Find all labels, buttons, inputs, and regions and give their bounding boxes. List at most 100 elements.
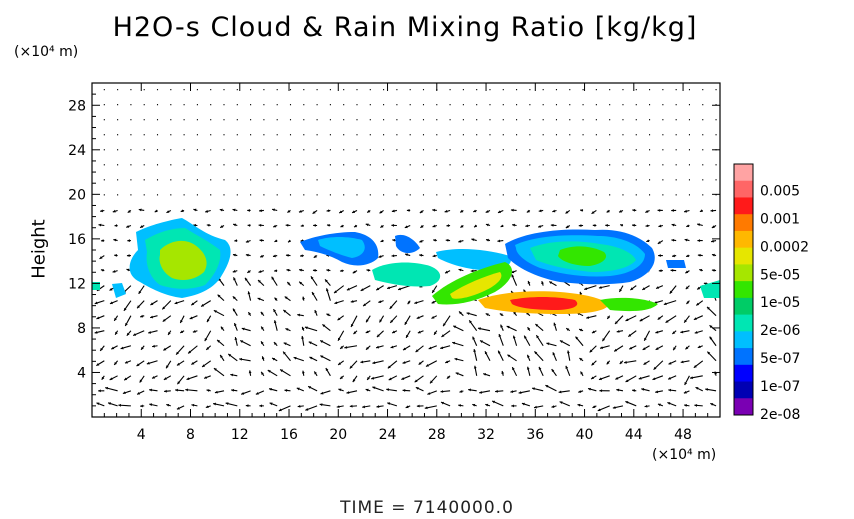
wind-vector-head xyxy=(559,340,563,344)
wind-vector-head xyxy=(258,279,261,283)
wind-vector-head xyxy=(272,357,276,361)
wind-vector-head xyxy=(693,317,697,320)
wind-vector-head xyxy=(360,288,364,291)
wind-vector-head xyxy=(94,330,98,334)
colorbar-labels: 0.005 0.001 0.0002 5e-05 1e-05 2e-06 5e-07 1e-0… xyxy=(760,184,809,423)
wind-vector-head xyxy=(213,368,217,371)
wind-vector-head xyxy=(201,303,205,307)
wind-vector-head xyxy=(639,318,643,322)
wind-vector-head xyxy=(607,315,611,319)
wind-vector-head xyxy=(511,404,514,408)
wind-vector-head xyxy=(261,341,264,345)
wind-vector-head xyxy=(443,323,446,327)
wind-vector-head xyxy=(125,322,128,326)
wind-vector-head xyxy=(300,224,304,228)
wind-vector-head xyxy=(605,223,608,227)
wind-vector-head xyxy=(269,387,272,391)
wind-vector-head xyxy=(120,346,124,350)
wind-vector-head xyxy=(524,335,527,339)
wind-vector-head xyxy=(326,268,330,272)
wind-vector-head xyxy=(94,301,98,305)
wind-vector-head xyxy=(471,238,475,242)
wind-vector-head xyxy=(625,401,629,404)
wind-vector-head xyxy=(709,325,713,329)
wind-vector-head xyxy=(379,319,383,323)
wind-vector-head xyxy=(177,381,181,385)
wind-vector-head xyxy=(404,321,408,325)
wind-vector-head xyxy=(472,336,476,340)
wind-vector-head xyxy=(353,331,357,335)
wind-vector-head xyxy=(312,210,316,214)
wind-vector-head xyxy=(140,404,143,408)
wind-vector-head xyxy=(680,330,684,334)
wind-vector-head xyxy=(326,223,330,227)
wind-vector-head xyxy=(168,332,171,336)
wind-vector-head xyxy=(444,209,448,213)
wind-vector-head xyxy=(287,281,291,285)
colorbar-swatch xyxy=(734,281,753,299)
wind-vector-head xyxy=(485,223,489,227)
wind-vector-head xyxy=(432,289,435,293)
wind-vector-head xyxy=(473,209,477,213)
wind-vector-head xyxy=(663,302,667,306)
wind-vector-head xyxy=(230,373,234,377)
wind-vector-head xyxy=(338,362,342,365)
wind-vector-head xyxy=(139,379,143,383)
wind-vector-head xyxy=(419,253,423,257)
wind-vector-head xyxy=(114,224,118,227)
wind-vector-head xyxy=(326,209,330,213)
wind-vector-head xyxy=(518,391,522,394)
wind-vector-head xyxy=(319,403,323,407)
wind-vector-head xyxy=(261,371,264,375)
wind-vector-head xyxy=(308,386,312,389)
wind-vector-head xyxy=(420,225,424,228)
wind-vector-head xyxy=(460,224,464,228)
colorbar-swatch xyxy=(734,331,753,349)
wind-vector-head xyxy=(150,315,154,319)
wind-vector-head xyxy=(338,388,342,392)
wind-vector-head xyxy=(402,361,406,364)
axis-ticks xyxy=(92,83,720,417)
y-tick-label: 4 xyxy=(77,365,86,381)
wind-vector-head xyxy=(273,224,277,228)
wind-vector-head xyxy=(349,365,353,369)
wind-vector-head xyxy=(193,223,196,227)
colorbar-swatch xyxy=(734,364,753,383)
wind-vector-head xyxy=(362,405,365,409)
wind-vector-head xyxy=(391,254,395,258)
wind-vector-head xyxy=(299,268,302,272)
wind-vector-head xyxy=(619,288,622,292)
wind-vector-head xyxy=(98,389,101,393)
wind-vector-head xyxy=(204,338,208,342)
wind-vector-head xyxy=(445,238,449,242)
wind-vector-head xyxy=(591,330,595,334)
wind-vector-head xyxy=(459,311,462,315)
wind-vector-head xyxy=(286,268,290,272)
x-tick-label: 8 xyxy=(186,427,195,443)
wind-vector-head xyxy=(612,406,616,409)
wind-vector-head xyxy=(299,281,303,285)
wind-vector-head xyxy=(191,403,195,407)
wind-vector-head xyxy=(284,296,288,300)
wind-vector-head xyxy=(232,269,236,273)
wind-vector-head xyxy=(217,339,221,343)
wind-vector-head xyxy=(176,406,180,410)
wind-vector-head xyxy=(625,379,629,382)
wind-vector-head xyxy=(180,209,184,213)
wind-vector-head xyxy=(466,312,470,315)
wind-vector-head xyxy=(479,340,483,343)
wind-vector-head xyxy=(126,268,130,272)
wind-vector-head xyxy=(566,350,570,354)
wind-vector-head xyxy=(405,405,409,409)
wind-vector-head xyxy=(683,390,687,394)
wind-vector-head xyxy=(445,360,449,364)
wind-vector-head xyxy=(228,353,232,357)
wind-vector-head xyxy=(606,209,610,213)
wind-vector-head xyxy=(118,403,122,407)
wind-vector-head xyxy=(455,372,459,376)
y-tick-label: 8 xyxy=(77,321,86,337)
wind-vector-head xyxy=(472,403,476,407)
wind-vector-head xyxy=(388,377,392,381)
wind-vector-head xyxy=(551,369,555,373)
cloud-region-middle-right xyxy=(395,234,420,254)
